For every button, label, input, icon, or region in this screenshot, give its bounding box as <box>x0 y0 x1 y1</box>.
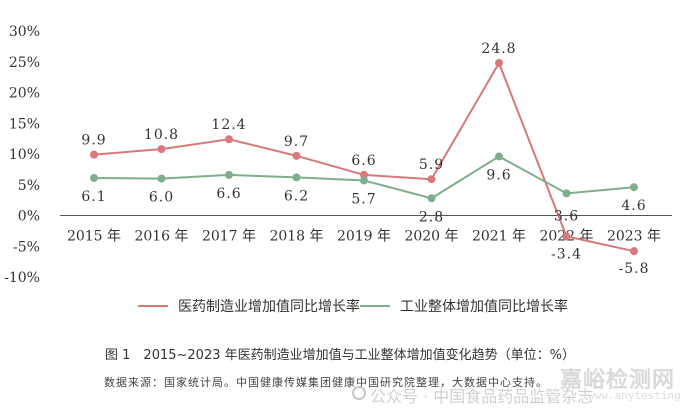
data-point <box>630 247 638 256</box>
y-tick-label: 15% <box>9 116 40 132</box>
y-tick-label: 0% <box>18 209 40 225</box>
data-point <box>292 151 301 160</box>
data-point <box>562 189 571 198</box>
data-label: 6.6 <box>216 186 241 202</box>
data-label: 6.2 <box>284 188 309 204</box>
data-label: 12.4 <box>211 117 246 133</box>
data-label: 9.6 <box>486 167 511 183</box>
x-tick-label: 2017 年 <box>202 229 256 245</box>
data-label: 3.6 <box>554 208 579 224</box>
watermark-logo: 嘉峪检测网 <box>560 368 676 393</box>
x-tick-label: 2018 年 <box>269 229 323 245</box>
x-tick-label: 2020 年 <box>404 229 458 245</box>
data-label: 10.8 <box>144 127 179 143</box>
data-label: 5.7 <box>351 191 376 207</box>
data-label: 6.0 <box>149 190 174 206</box>
legend-label: 医药制造业增加值同比增长率 <box>178 298 360 315</box>
data-point <box>495 152 503 161</box>
x-tick-label: 2015 年 <box>67 229 121 245</box>
watermark-text: 公众号 · 中国食品药品监管杂志 <box>370 387 594 406</box>
data-point <box>562 232 571 241</box>
series-points <box>90 58 638 256</box>
data-labels: 9.9 10.8 12.4 9.7 6.6 5.9 24.8 -3.4 -5.8 6.1 6.0 6.… <box>81 41 650 277</box>
data-point <box>427 175 436 184</box>
y-tick-label: 20% <box>9 86 40 102</box>
data-point <box>360 170 368 179</box>
legend-label: 工业整体增加值同比增长率 <box>400 298 568 315</box>
y-axis-ticks: 30% 25% 20% 15% 10% 5% 0% -5% -10% <box>4 24 40 286</box>
x-tick-label: 2021 年 <box>472 229 526 245</box>
y-tick-label: 25% <box>9 55 40 71</box>
data-label: -3.4 <box>551 246 582 262</box>
data-source-note: 数据来源：国家统计局。中国健康传媒集团健康中国研究院整理，大数据中心支持。 <box>104 376 548 389</box>
figure-caption: 图 1 2015~2023 年医药制造业增加值与工业整体增加值变化趋势（单位：%… <box>105 348 575 363</box>
data-point <box>427 194 436 203</box>
watermark-url: www.anytesting.com <box>588 389 680 402</box>
data-label: 9.9 <box>81 133 106 149</box>
x-tick-label: 2016 年 <box>134 229 188 245</box>
wechat-icon <box>352 386 366 400</box>
data-point <box>292 173 301 182</box>
data-point <box>495 58 503 67</box>
data-point <box>630 183 638 192</box>
x-axis-ticks: 2015 年 2016 年 2017 年 2018 年 2019 年 2020 年 2021… <box>67 229 661 245</box>
data-point <box>90 150 98 159</box>
data-point <box>360 176 368 185</box>
data-label: 6.1 <box>81 189 106 205</box>
data-label: 5.9 <box>419 157 444 173</box>
data-point <box>157 174 166 183</box>
y-tick-label: 5% <box>18 178 40 194</box>
y-tick-label: -10% <box>4 270 40 286</box>
legend: 医药制造业增加值同比增长率 工业整体增加值同比增长率 <box>138 298 568 315</box>
y-tick-label: -5% <box>13 239 40 255</box>
data-label: 24.8 <box>481 41 516 57</box>
x-tick-label: 2023 年 <box>607 229 661 245</box>
data-label: 6.6 <box>351 153 376 169</box>
data-label: 9.7 <box>284 134 309 150</box>
data-label: 2.8 <box>419 209 444 225</box>
data-point <box>90 173 98 182</box>
y-tick-label: 30% <box>9 24 40 40</box>
x-tick-label: 2019 年 <box>337 229 391 245</box>
data-point <box>225 135 233 144</box>
data-point <box>225 170 233 179</box>
data-label: -5.8 <box>619 261 650 277</box>
data-point <box>157 145 166 154</box>
y-tick-label: 10% <box>9 147 40 163</box>
data-label: 4.6 <box>621 198 646 214</box>
